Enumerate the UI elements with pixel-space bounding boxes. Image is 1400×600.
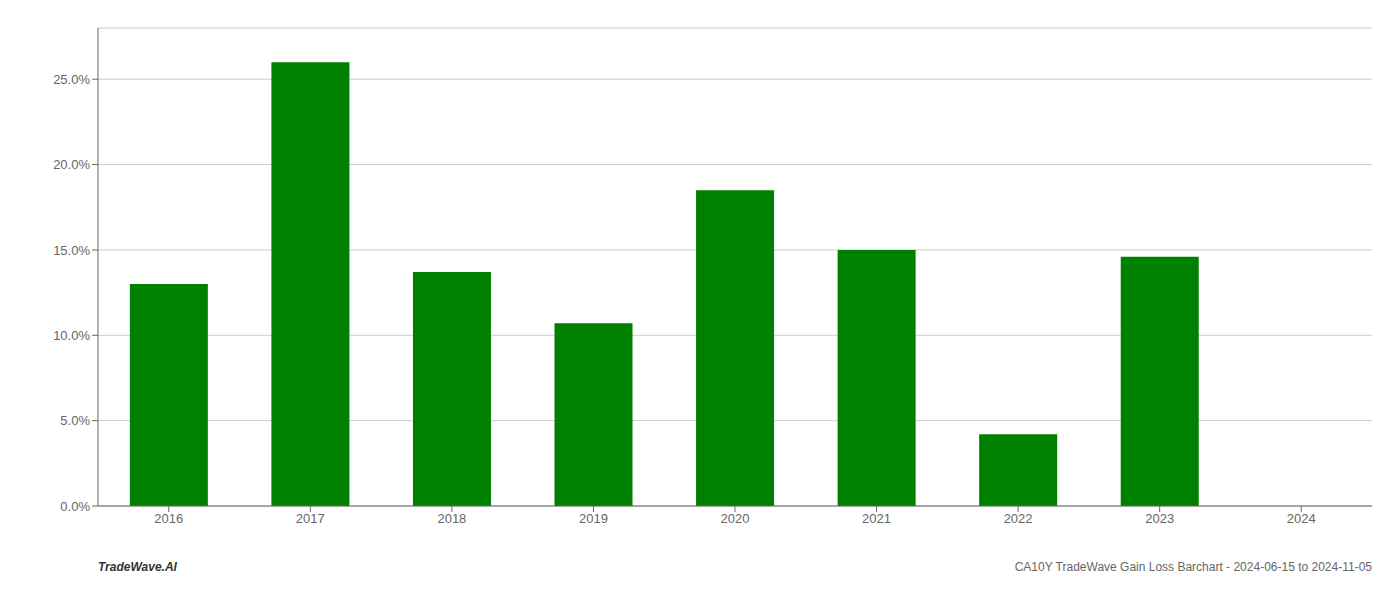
html-text:TradeWave.AI: TradeWave.AI (98, 560, 177, 574)
svg-text:2018: 2018 (437, 511, 466, 526)
svg-text:2020: 2020 (721, 511, 750, 526)
svg-text:5.0%: 5.0% (60, 413, 90, 428)
svg-text:2019: 2019 (579, 511, 608, 526)
svg-text:20.0%: 20.0% (53, 157, 90, 172)
svg-text:0.0%: 0.0% (60, 499, 90, 514)
svg-text:2024: 2024 (1287, 511, 1316, 526)
html-text:CA10Y TradeWave Gain Loss Barc: CA10Y TradeWave Gain Loss Barchart - 202… (1014, 560, 1372, 574)
svg-text:2017: 2017 (296, 511, 325, 526)
svg-text:10.0%: 10.0% (53, 328, 90, 343)
svg-text:2021: 2021 (862, 511, 891, 526)
svg-text:2023: 2023 (1145, 511, 1174, 526)
svg-text:2016: 2016 (154, 511, 183, 526)
svg-text:25.0%: 25.0% (53, 72, 90, 87)
svg-text:2022: 2022 (1004, 511, 1033, 526)
svg-text:15.0%: 15.0% (53, 243, 90, 258)
